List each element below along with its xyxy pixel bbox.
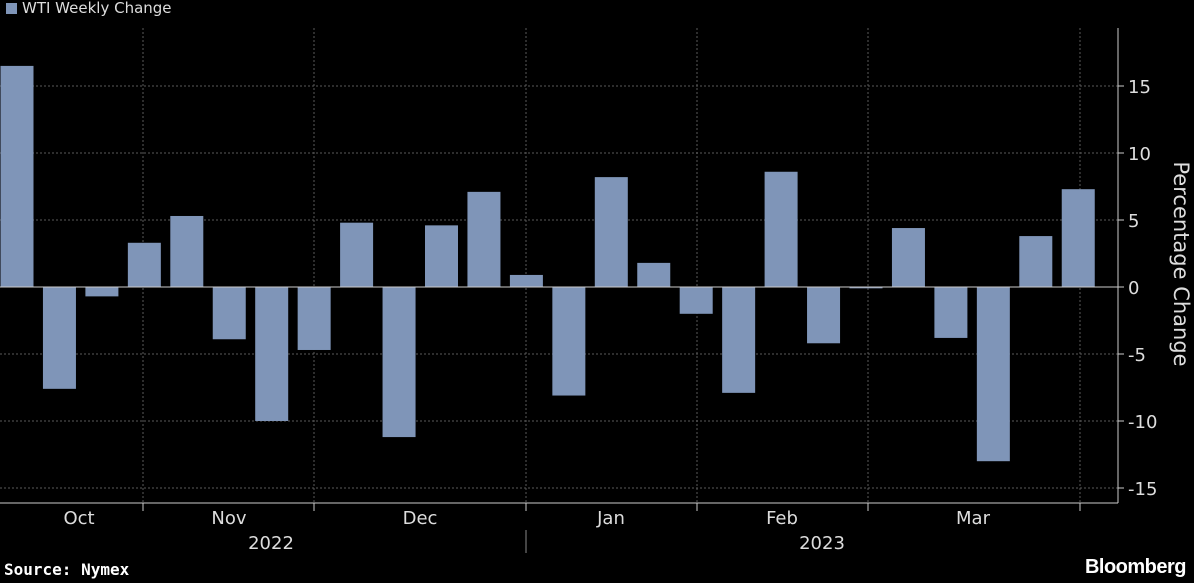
y-tick-label: 15 (1128, 77, 1151, 98)
bar (467, 191, 501, 287)
bar (509, 274, 543, 287)
bar (764, 171, 798, 287)
bar (85, 287, 119, 297)
bar (212, 287, 246, 340)
x-tick-label: Jan (596, 508, 625, 529)
bar (340, 222, 374, 287)
year-label: 2023 (799, 533, 845, 554)
source-note: Source: Nymex (4, 560, 130, 579)
bar (976, 287, 1010, 462)
y-tick-label: 5 (1128, 211, 1139, 232)
bloomberg-logo: Bloomberg (1084, 556, 1187, 578)
legend-swatch (6, 2, 17, 14)
y-tick-label: 0 (1128, 278, 1139, 299)
bar (297, 287, 331, 350)
x-tick-label: Dec (403, 508, 438, 529)
bar (807, 287, 841, 344)
y-tick-label: -5 (1128, 345, 1146, 366)
bar (170, 215, 204, 287)
bar (594, 177, 628, 287)
bar (42, 287, 76, 389)
bar (127, 242, 161, 287)
bar (425, 225, 458, 287)
bar (552, 287, 586, 396)
y-tick-label: -15 (1128, 479, 1157, 500)
bar (891, 228, 925, 287)
bar (255, 287, 289, 421)
bar (722, 287, 756, 393)
bar (1019, 236, 1053, 287)
x-tick-label: Mar (956, 508, 991, 529)
y-axis-title: Percentage Change (1169, 161, 1193, 366)
bar (0, 65, 34, 288)
bar (849, 287, 883, 289)
bar (679, 287, 713, 314)
bar (382, 287, 416, 438)
legend-label: WTI Weekly Change (22, 0, 172, 17)
bar (637, 262, 671, 287)
year-label: 2022 (248, 533, 294, 554)
x-tick-label: Nov (211, 508, 246, 529)
x-tick-label: Oct (63, 508, 94, 529)
y-tick-label: 10 (1128, 144, 1151, 165)
x-tick-label: Feb (766, 508, 798, 529)
y-tick-label: -10 (1128, 412, 1157, 433)
bar (934, 287, 968, 338)
legend: WTI Weekly Change (6, 0, 172, 17)
bar (1061, 189, 1095, 287)
